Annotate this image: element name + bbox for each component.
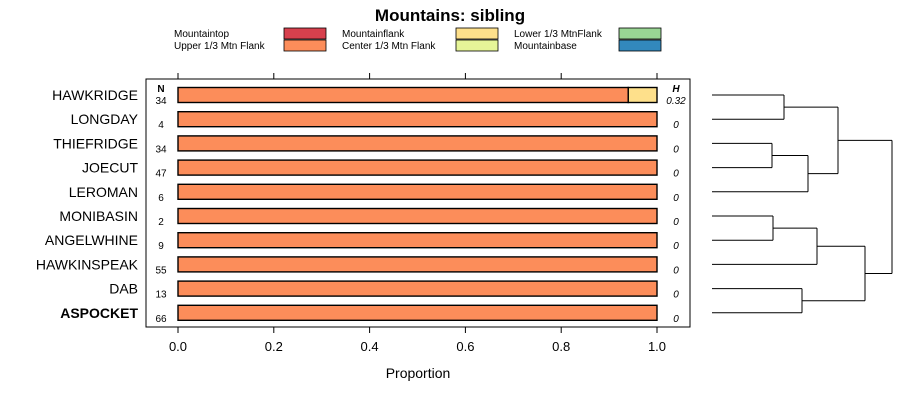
bar-segment [177,304,658,321]
category-label: MONIBASIN [59,208,138,224]
n-value: 55 [155,265,167,276]
h-value: 0 [673,120,679,131]
category-label: JOECUT [82,160,138,176]
n-value: 6 [158,193,164,204]
category-label: ASPOCKET [60,305,138,321]
legend-label: Lower 1/3 MtnFlank [514,29,603,40]
bar-segment [177,110,658,128]
n-value: 34 [155,144,167,155]
bar-rows: HAWKRIDGE 34 0.32 LONGDAY 4 0 THIEFRIDGE 34 0 JOE… [36,86,686,325]
h-value: 0.32 [666,96,686,107]
legend-swatch [455,27,499,40]
h-value: 0 [673,290,679,301]
legend-swatch [283,27,327,40]
bar-segment [177,207,658,225]
category-label: LONGDAY [71,111,139,127]
n-value: 13 [155,290,167,301]
category-label: THIEFRIDGE [53,135,138,151]
legend-label: Upper 1/3 Mtn Flank [174,41,266,52]
x-axis-label: Proportion [386,365,451,381]
legend-swatch [455,39,499,52]
bar-segment [177,183,658,201]
bar-segment [177,280,658,297]
h-value: 0 [673,217,679,228]
plot-frame [145,78,691,328]
bar-segment [177,256,658,273]
category-label: ANGELWHINE [45,232,138,248]
category-label: DAB [109,281,138,297]
legend-label: Mountainbase [514,41,577,52]
n-value: 34 [155,96,167,107]
legend-label: Center 1/3 Mtn Flank [342,41,436,52]
x-tick-label: 0.8 [552,339,570,354]
x-tick-label: 0.0 [169,339,187,354]
legend-swatch [283,39,327,52]
n-value: 2 [158,217,164,228]
bar-segment [177,231,658,249]
dendrogram [712,94,893,314]
category-label: HAWKRIDGE [52,87,138,103]
x-tick-label: 0.6 [456,339,474,354]
n-value: 66 [155,314,167,325]
x-tick-label: 0.4 [361,339,379,354]
n-column-header: N [157,84,164,95]
h-value: 0 [673,241,679,252]
chart-title: Mountains: sibling [375,6,525,25]
h-value: 0 [673,265,679,276]
h-column-header: H [672,84,680,95]
n-value: 4 [158,120,164,131]
x-axis: 0.0 0.2 0.4 0.6 0.8 1.0 [169,73,666,354]
n-value: 9 [158,241,164,252]
legend-swatch [618,27,662,40]
category-label: LEROMAN [69,184,138,200]
h-value: 0 [673,169,679,180]
h-value: 0 [673,314,679,325]
bar-segment [177,159,658,176]
category-label: HAWKINSPEAK [36,256,139,272]
bar-segment [177,86,629,104]
n-value: 47 [155,169,167,180]
h-value: 0 [673,144,679,155]
legend-label: Mountaintop [174,29,229,40]
bar-segment [177,135,658,152]
legend-label: Mountainflank [342,29,405,40]
h-value: 0 [673,193,679,204]
legend-swatch [618,39,662,52]
x-tick-label: 0.2 [265,339,283,354]
x-tick-label: 1.0 [648,339,666,354]
bar-segment [627,86,658,104]
